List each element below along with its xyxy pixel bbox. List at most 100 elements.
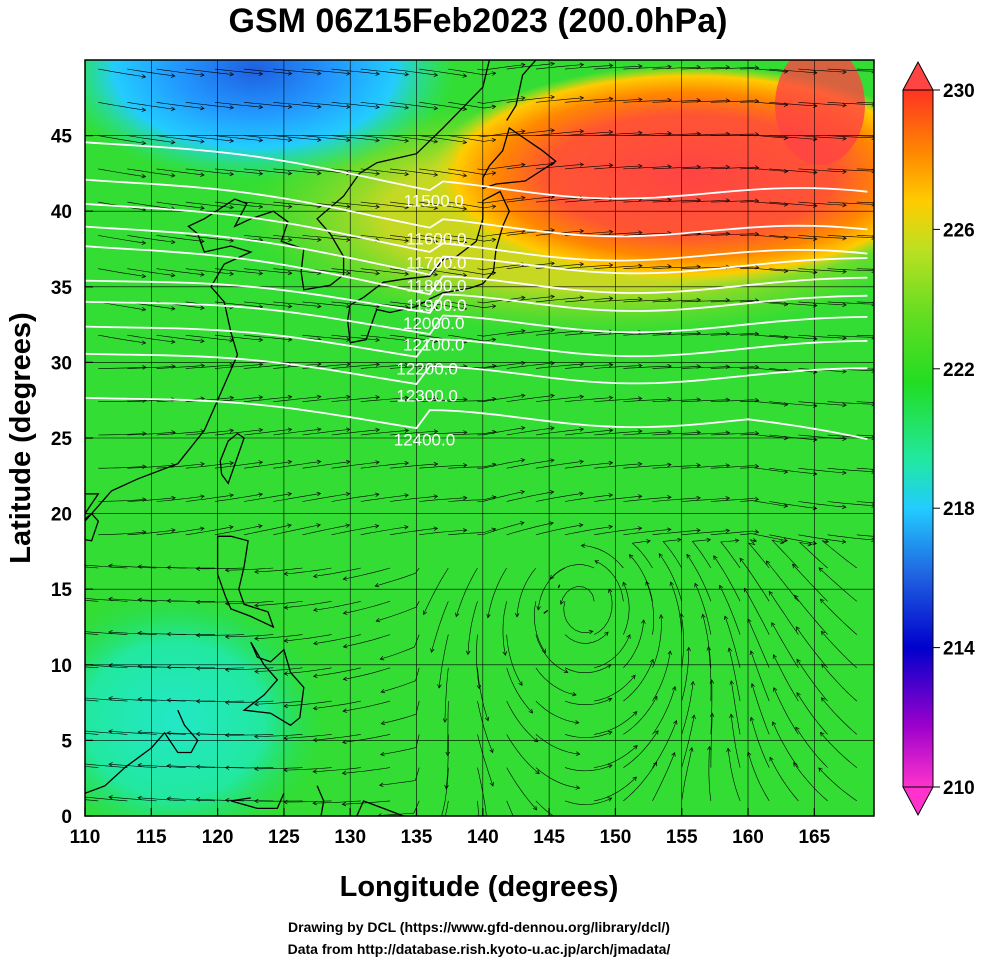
streamline-arrow <box>626 634 631 639</box>
contour-label: 11700.0 <box>406 254 466 273</box>
streamline <box>225 700 274 703</box>
streamline-arrow <box>472 851 476 855</box>
streamline <box>564 98 613 103</box>
streamline-arrow <box>485 817 489 821</box>
streamline <box>798 301 847 306</box>
streamline <box>516 567 537 617</box>
streamline-arrow <box>492 363 497 369</box>
streamline-arrow <box>465 650 471 656</box>
streamline-arrow <box>575 785 581 790</box>
streamline-arrow <box>813 170 818 175</box>
coastline <box>85 60 491 522</box>
streamline <box>827 68 874 72</box>
colorbar-ticks: 230 226 222 218 214 210 <box>933 81 975 799</box>
streamline-arrow <box>346 270 351 276</box>
x-tick-label: 110 <box>70 827 101 848</box>
streamline-arrow <box>170 239 176 245</box>
streamline-arrow <box>608 96 614 102</box>
streamline-arrow <box>258 427 264 433</box>
streamline-arrow <box>502 651 508 656</box>
streamline <box>535 297 584 303</box>
streamline-arrow <box>532 805 538 811</box>
streamline-arrow <box>224 667 230 673</box>
streamline-arrow <box>317 303 322 309</box>
streamline-arrow <box>521 328 526 334</box>
streamline-arrow <box>374 582 380 588</box>
streamline <box>441 767 449 816</box>
streamline-arrow <box>667 462 672 468</box>
streamline-arrow <box>141 307 147 312</box>
streamline <box>652 199 701 203</box>
x-tick-label: 160 <box>732 827 764 848</box>
streamline-arrow <box>254 669 259 674</box>
streamline-arrow <box>283 638 289 643</box>
streamline <box>85 697 128 702</box>
streamline <box>623 431 672 436</box>
streamline-arrow <box>559 600 565 605</box>
streamline-arrow <box>871 102 874 107</box>
streamline-arrow <box>345 491 351 497</box>
streamline-arrow <box>747 618 752 624</box>
streamline <box>680 613 684 668</box>
streamline <box>623 299 672 303</box>
streamline-arrow <box>254 701 259 707</box>
streamline-arrow <box>521 62 526 68</box>
streamline <box>419 529 467 536</box>
streamline <box>283 767 332 771</box>
streamline <box>681 266 730 269</box>
streamline <box>331 268 380 274</box>
streamline <box>506 459 554 469</box>
streamline-arrow <box>200 363 206 368</box>
y-tick-label: 10 <box>51 656 72 677</box>
x-tick-label: 145 <box>533 827 565 848</box>
colorbar-tick-label: 230 <box>943 81 975 102</box>
streamline <box>156 527 205 536</box>
streamline <box>273 524 321 536</box>
streamline-arrow <box>229 138 235 143</box>
streamline-arrow <box>842 302 847 308</box>
streamline-arrow <box>253 798 259 804</box>
streamline <box>98 433 147 436</box>
streamline-arrow <box>404 428 410 433</box>
streamline <box>594 589 613 635</box>
streamline-arrow <box>317 170 322 176</box>
streamline <box>477 197 525 204</box>
streamline-arrow <box>771 622 776 627</box>
streamline <box>244 201 292 208</box>
streamline <box>98 235 146 244</box>
streamline <box>167 600 215 602</box>
streamline <box>108 730 157 735</box>
streamline <box>273 168 321 174</box>
streamline-arrow <box>80 762 84 766</box>
streamline-arrow <box>287 394 293 400</box>
streamline <box>537 567 566 610</box>
streamline-arrow <box>229 271 235 277</box>
streamline <box>750 650 770 702</box>
streamline <box>85 566 99 569</box>
streamline-arrow <box>200 494 205 499</box>
streamline-arrow <box>229 525 234 530</box>
streamline <box>594 711 638 735</box>
streamline <box>389 235 438 242</box>
streamline-arrow <box>793 762 798 767</box>
streamline <box>795 626 828 668</box>
streamline-arrow <box>871 503 874 508</box>
streamline <box>389 301 438 309</box>
streamline <box>564 462 613 469</box>
streamline-arrow <box>726 747 731 753</box>
streamline-arrow <box>258 271 264 276</box>
streamline <box>214 201 263 208</box>
streamline <box>302 524 350 536</box>
streamline-arrow <box>316 394 322 400</box>
streamline <box>506 427 555 436</box>
streamline <box>681 366 730 369</box>
x-tick-label: 115 <box>136 827 167 848</box>
streamline <box>313 634 361 644</box>
streamline <box>623 696 658 735</box>
streamline-arrow <box>594 560 600 565</box>
streamline-arrow <box>769 756 774 762</box>
streamline-arrow <box>713 555 718 560</box>
streamline-arrow <box>224 732 230 738</box>
streamline <box>244 334 292 341</box>
streamline <box>476 634 480 689</box>
